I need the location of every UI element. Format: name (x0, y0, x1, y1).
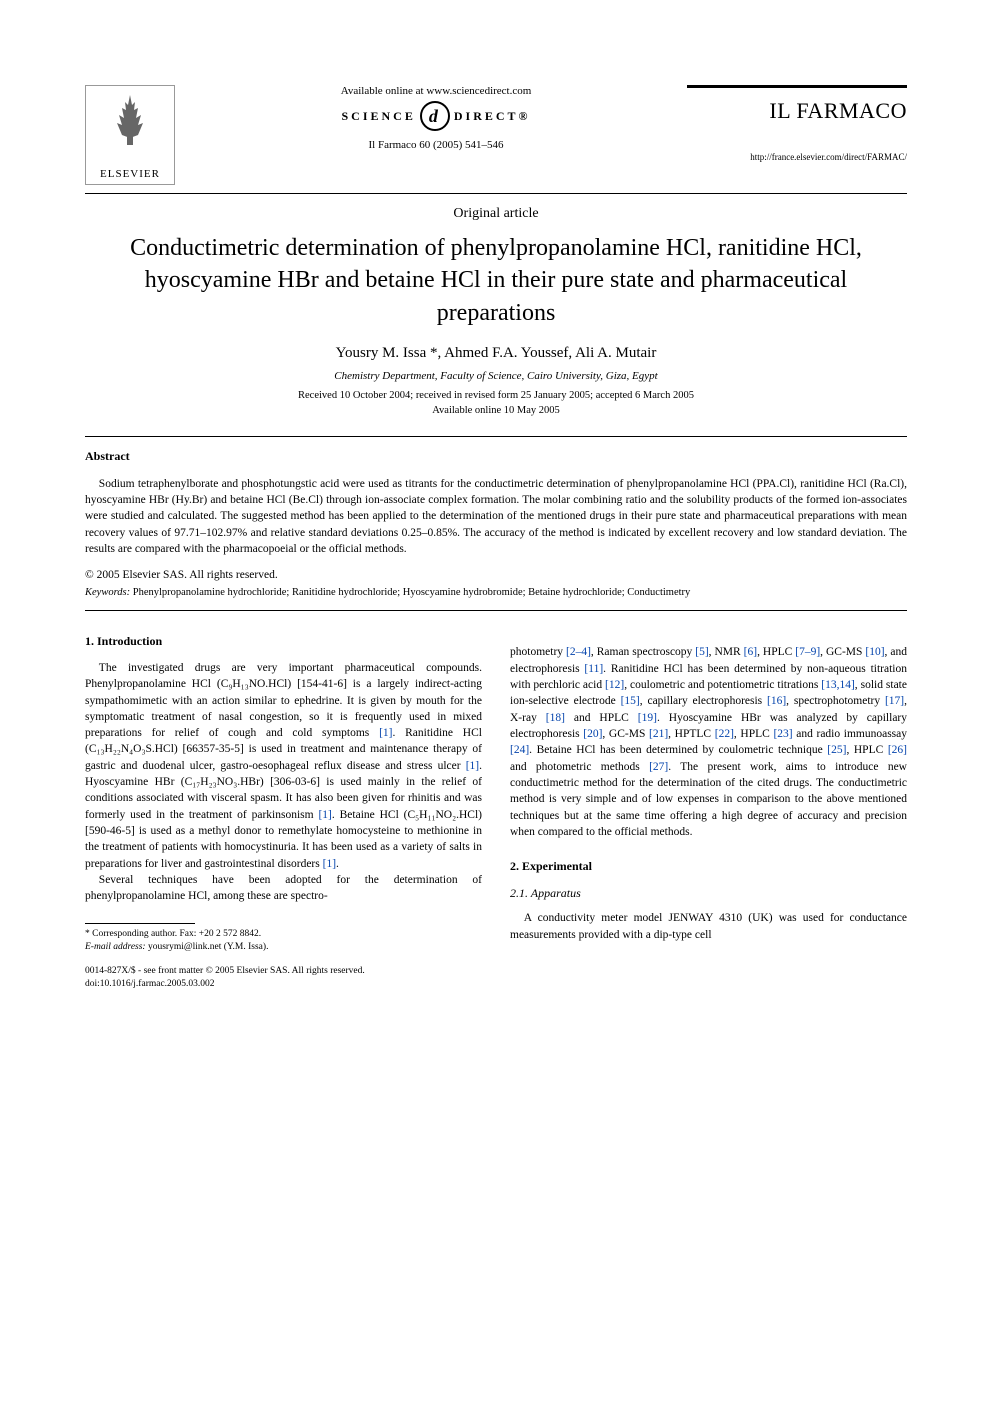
abstract-body: Sodium tetraphenylborate and phosphotung… (85, 476, 907, 558)
citation-link[interactable]: [20] (583, 728, 602, 740)
citation-link[interactable]: [23] (773, 728, 792, 740)
article-type: Original article (85, 206, 907, 222)
citation-link[interactable]: [13,14] (821, 679, 855, 691)
abstract-copyright: © 2005 Elsevier SAS. All rights reserved… (85, 569, 907, 581)
keywords-text: Phenylpropanolamine hydrochloride; Ranit… (133, 587, 691, 598)
elsevier-logo: ELSEVIER (85, 85, 175, 185)
citation-link[interactable]: [24] (510, 744, 529, 756)
citation-link[interactable]: [27] (649, 761, 668, 773)
intro-continued: photometry [2–4], Raman spectroscopy [5]… (510, 644, 907, 840)
citation-link[interactable]: [16] (767, 695, 786, 707)
journal-url: http://france.elsevier.com/direct/FARMAC… (687, 152, 907, 162)
citation-link[interactable]: [22] (715, 728, 734, 740)
citation-link[interactable]: [21] (649, 728, 668, 740)
doi-line: doi:10.1016/j.farmac.2005.03.002 (85, 978, 907, 991)
header-row: ELSEVIER Available online at www.science… (85, 85, 907, 185)
article-title: Conductimetric determination of phenylpr… (105, 232, 887, 329)
elsevier-tree-icon (100, 90, 160, 150)
publisher-logo-col: ELSEVIER (85, 85, 185, 185)
citation-link[interactable]: [2–4] (566, 646, 591, 658)
citation-link[interactable]: [19] (638, 712, 657, 724)
elsevier-text: ELSEVIER (100, 168, 160, 180)
intro-para-1: The investigated drugs are very importan… (85, 660, 482, 872)
citation-link[interactable]: [10] (865, 646, 884, 658)
keywords-row: Keywords: Phenylpropanolamine hydrochlor… (85, 587, 907, 598)
citation-link[interactable]: [26] (888, 744, 907, 756)
left-column: 1. Introduction The investigated drugs a… (85, 633, 482, 954)
available-online-text: Available online at www.sciencedirect.co… (185, 85, 687, 97)
citation-link[interactable]: [25] (827, 744, 846, 756)
email-address: yousrymi@link.net (Y.M. Issa). (146, 942, 269, 952)
citation-link[interactable]: [1] (318, 809, 331, 821)
journal-reference: Il Farmaco 60 (2005) 541–546 (185, 139, 687, 151)
sd-text-right: DIRECT® (454, 109, 531, 124)
subsection-21-heading: 2.1. Apparatus (510, 885, 907, 902)
front-matter-line: 0014-827X/$ - see front matter © 2005 El… (85, 965, 907, 978)
citation-link[interactable]: [17] (885, 695, 904, 707)
bottom-meta: 0014-827X/$ - see front matter © 2005 El… (85, 965, 907, 991)
right-column: photometry [2–4], Raman spectroscopy [5]… (510, 633, 907, 954)
citation-link[interactable]: [12] (605, 679, 624, 691)
section-2-heading: 2. Experimental (510, 858, 907, 875)
rule-after-keywords (85, 610, 907, 611)
email-footnote: E-mail address: yousrymi@link.net (Y.M. … (85, 941, 482, 954)
rule-before-abstract (85, 436, 907, 437)
section-1-heading: 1. Introduction (85, 633, 482, 650)
citation-link[interactable]: [15] (621, 695, 640, 707)
rule-top (85, 193, 907, 194)
citation-link[interactable]: [18] (546, 712, 565, 724)
authors: Yousry M. Issa *, Ahmed F.A. Youssef, Al… (85, 345, 907, 362)
header-center: Available online at www.sciencedirect.co… (185, 85, 687, 151)
received-dates: Received 10 October 2004; received in re… (85, 390, 907, 401)
abstract-heading: Abstract (85, 449, 907, 464)
sd-text-left: SCIENCE (342, 109, 416, 124)
keywords-label: Keywords: (85, 587, 130, 598)
citation-link[interactable]: [1] (466, 760, 479, 772)
citation-link[interactable]: [7–9] (795, 646, 820, 658)
email-label: E-mail address: (85, 942, 146, 952)
affiliation: Chemistry Department, Faculty of Science… (85, 370, 907, 382)
footnote-rule (85, 923, 195, 924)
citation-link[interactable]: [6] (744, 646, 757, 658)
sd-ball-icon: d (420, 101, 450, 131)
citation-link[interactable]: [11] (584, 663, 603, 675)
paper-page: ELSEVIER Available online at www.science… (0, 0, 992, 1051)
corresponding-author-footnote: * Corresponding author. Fax: +20 2 572 8… (85, 928, 482, 941)
sciencedirect-logo: SCIENCE d DIRECT® (185, 101, 687, 131)
available-online-date: Available online 10 May 2005 (85, 405, 907, 416)
intro-para-2: Several techniques have been adopted for… (85, 872, 482, 905)
body-columns: 1. Introduction The investigated drugs a… (85, 633, 907, 954)
citation-link[interactable]: [1] (379, 727, 392, 739)
citation-link[interactable]: [5] (695, 646, 708, 658)
header-right: IL FARMACO http://france.elsevier.com/di… (687, 85, 907, 162)
apparatus-para: A conductivity meter model JENWAY 4310 (… (510, 910, 907, 943)
journal-name: IL FARMACO (687, 98, 907, 124)
citation-link[interactable]: [1] (323, 858, 336, 870)
